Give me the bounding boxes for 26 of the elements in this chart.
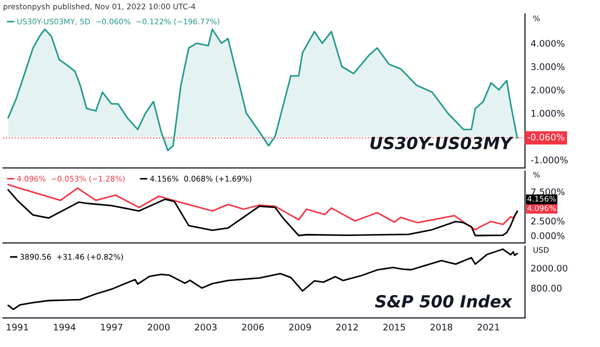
line-series <box>7 189 518 236</box>
x-tick-label: 2003 <box>194 324 217 331</box>
line-series <box>7 184 518 230</box>
x-tick-label: 1991 <box>6 324 28 331</box>
x-tick-label: 1997 <box>101 324 122 331</box>
x-tick-label: 1994 <box>54 324 76 331</box>
y-tick-label: 1.000% <box>532 110 564 117</box>
y-tick-label: 800.00 <box>531 284 562 292</box>
x-tick-label: 2012 <box>336 324 358 331</box>
y-tick-label: -1.000% <box>530 156 568 164</box>
x-tick-label: 2009 <box>289 324 311 331</box>
y-tick-label: 4.000% <box>530 40 564 47</box>
x-tick-label: 2006 <box>242 324 264 331</box>
x-tick-label: 2021 <box>478 324 500 331</box>
y-tick-label: 2000.00 <box>531 264 568 272</box>
x-tick-label: 2015 <box>383 324 405 331</box>
y-tick-label: 3.000% <box>531 63 564 70</box>
annotation: US30Y-US03MY <box>370 136 514 150</box>
x-tick-label: 2000 <box>148 324 170 331</box>
annotation: S&P 500 Index <box>375 294 512 308</box>
line-series <box>7 248 518 310</box>
y-tick-label: 2.000% <box>531 86 564 94</box>
x-tick-label: 2018 <box>430 324 452 331</box>
y-tick-label: 0.000% <box>531 232 564 240</box>
y-tick-label: 2.500% <box>531 218 564 224</box>
ref-line-label: -0.060% <box>528 134 564 140</box>
